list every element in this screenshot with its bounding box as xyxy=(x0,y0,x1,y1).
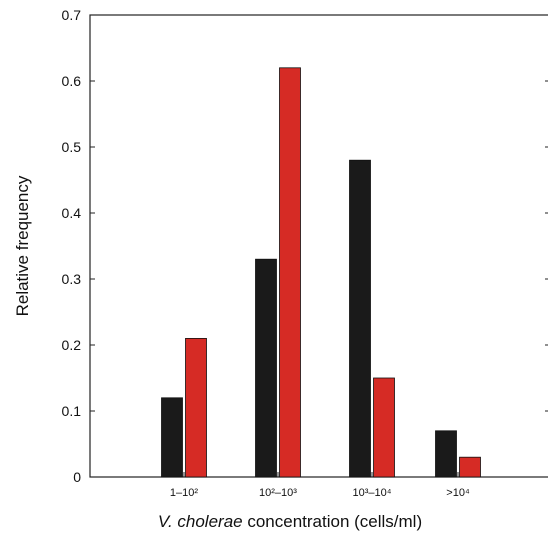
y-axis-title: Relative frequency xyxy=(13,175,32,316)
x-tick-label-3: >10⁴ xyxy=(446,487,470,499)
bars xyxy=(161,67,481,478)
y-axis: 0 0.1 0.2 0.3 0.4 0.5 0.6 0.7 xyxy=(62,7,95,485)
bar-series2-2 xyxy=(373,377,395,478)
y-tick-label-4: 0.4 xyxy=(62,205,82,221)
x-axis-title-rest: concentration (cells/ml) xyxy=(243,512,423,531)
bar-series1-1 xyxy=(255,258,277,478)
y-tick-label-3: 0.3 xyxy=(62,271,82,287)
x-tick-label-1: 10²–10³ xyxy=(259,487,297,499)
bar-series1-3 xyxy=(435,430,457,478)
y-tick-label-7: 0.7 xyxy=(62,7,82,23)
x-tick-label-0: 1–10² xyxy=(170,487,198,499)
y-tick-label-6: 0.6 xyxy=(62,73,82,89)
x-axis: 1–10² 10²–10³ 10³–10⁴ >10⁴ xyxy=(170,472,470,499)
x-axis-title: V. cholerae concentration (cells/ml) xyxy=(158,512,422,531)
x-axis-title-italic: V. cholerae xyxy=(158,512,243,531)
y-tick-label-0: 0 xyxy=(73,469,81,485)
plot-frame xyxy=(89,14,548,478)
x-tick-label-2: 10³–10⁴ xyxy=(353,487,392,499)
bar-series2-3 xyxy=(459,456,481,478)
y-tick-label-2: 0.2 xyxy=(62,337,82,353)
bar-series2-1 xyxy=(279,67,301,478)
bar-series2-0 xyxy=(185,337,207,478)
y-tick-label-1: 0.1 xyxy=(62,403,82,419)
bar-series1-2 xyxy=(349,159,371,478)
bar-series1-0 xyxy=(161,397,183,478)
y-tick-label-5: 0.5 xyxy=(62,139,82,155)
